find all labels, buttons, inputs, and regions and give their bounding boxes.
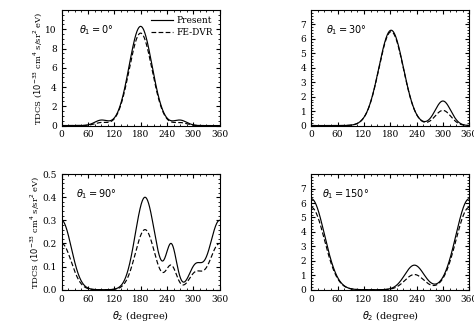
- Present: [212, 225, 218, 229]
- Y-axis label: TDCS ($10^{-33}$ cm$^4$ s/sr$^2$ eV): TDCS ($10^{-33}$ cm$^4$ s/sr$^2$ eV): [31, 11, 44, 125]
- FE-DVR: [131, 255, 137, 259]
- FE-DVR: [317, 124, 322, 128]
- Present: [317, 212, 322, 216]
- Present: [388, 28, 394, 32]
- Present: [381, 43, 387, 47]
- FE-DVR: [136, 33, 141, 37]
- Present: [385, 287, 391, 291]
- FE-DVR: [433, 283, 438, 287]
- FE-DVR: [59, 124, 64, 128]
- FE-DVR: [138, 31, 144, 35]
- Present: [138, 24, 144, 28]
- FE-DVR: [388, 30, 394, 34]
- Line: FE-DVR: FE-DVR: [311, 207, 469, 290]
- Present: [309, 197, 314, 201]
- FE-DVR: [67, 124, 73, 128]
- FE-DVR: [183, 122, 189, 126]
- Present: [183, 278, 189, 282]
- Present: [59, 124, 64, 128]
- Present: [466, 197, 472, 201]
- FE-DVR: [462, 210, 467, 214]
- FE-DVR: [385, 32, 391, 36]
- FE-DVR: [67, 255, 73, 259]
- FE-DVR: [433, 113, 438, 117]
- Y-axis label: TDCS ($10^{-33}$ cm$^4$ s/sr$^2$ eV): TDCS ($10^{-33}$ cm$^4$ s/sr$^2$ eV): [28, 175, 41, 289]
- Line: Present: Present: [62, 197, 219, 290]
- Present: [67, 124, 73, 128]
- Present: [212, 124, 218, 128]
- FE-DVR: [385, 287, 391, 291]
- Present: [217, 218, 222, 222]
- Text: $\theta_1 = 90°$: $\theta_1 = 90°$: [76, 187, 117, 201]
- Present: [212, 225, 218, 229]
- FE-DVR: [466, 205, 472, 209]
- Present: [136, 214, 141, 218]
- FE-DVR: [131, 44, 137, 48]
- Text: $\theta_1 = 150°$: $\theta_1 = 150°$: [322, 187, 370, 201]
- FE-DVR: [309, 205, 314, 209]
- Present: [217, 124, 222, 128]
- Present: [462, 123, 467, 127]
- Present: [100, 288, 106, 292]
- Present: [381, 287, 387, 291]
- FE-DVR: [212, 246, 218, 250]
- FE-DVR: [462, 210, 467, 214]
- Present: [385, 31, 391, 35]
- Present: [67, 239, 73, 243]
- Present: [433, 107, 438, 111]
- Line: FE-DVR: FE-DVR: [62, 33, 219, 126]
- FE-DVR: [317, 219, 322, 223]
- Present: [136, 26, 141, 30]
- Present: [369, 288, 375, 292]
- FE-DVR: [217, 124, 222, 128]
- FE-DVR: [381, 44, 387, 48]
- X-axis label: $\theta_2$ (degree): $\theta_2$ (degree): [112, 309, 169, 323]
- FE-DVR: [309, 124, 314, 128]
- Present: [433, 282, 438, 286]
- Present: [462, 202, 467, 206]
- Present: [317, 124, 322, 128]
- FE-DVR: [136, 240, 141, 244]
- Present: [309, 124, 314, 128]
- FE-DVR: [212, 124, 218, 128]
- FE-DVR: [370, 288, 375, 292]
- FE-DVR: [217, 241, 222, 245]
- Present: [183, 120, 189, 124]
- FE-DVR: [183, 281, 189, 285]
- Line: FE-DVR: FE-DVR: [62, 230, 219, 290]
- FE-DVR: [322, 124, 328, 128]
- Text: $\theta_1 = 0°$: $\theta_1 = 0°$: [79, 23, 114, 37]
- FE-DVR: [212, 246, 218, 250]
- FE-DVR: [381, 288, 387, 292]
- Present: [131, 39, 137, 43]
- FE-DVR: [100, 288, 106, 292]
- X-axis label: $\theta_2$ (degree): $\theta_2$ (degree): [362, 309, 419, 323]
- FE-DVR: [142, 228, 148, 232]
- FE-DVR: [466, 124, 472, 128]
- FE-DVR: [462, 123, 468, 127]
- FE-DVR: [59, 241, 64, 245]
- Present: [323, 124, 328, 128]
- Present: [59, 218, 64, 222]
- FE-DVR: [212, 124, 218, 128]
- Line: FE-DVR: FE-DVR: [311, 32, 469, 126]
- Present: [131, 237, 137, 241]
- Present: [212, 124, 218, 128]
- Text: $\theta_1 = 30°$: $\theta_1 = 30°$: [326, 23, 366, 37]
- FE-DVR: [462, 123, 467, 127]
- Legend: Present, FE-DVR: Present, FE-DVR: [149, 15, 215, 39]
- Present: [466, 124, 472, 128]
- Present: [142, 195, 148, 199]
- Present: [462, 123, 468, 127]
- Line: Present: Present: [311, 199, 469, 290]
- Present: [462, 202, 467, 206]
- Line: Present: Present: [62, 26, 219, 126]
- Line: Present: Present: [311, 30, 469, 126]
